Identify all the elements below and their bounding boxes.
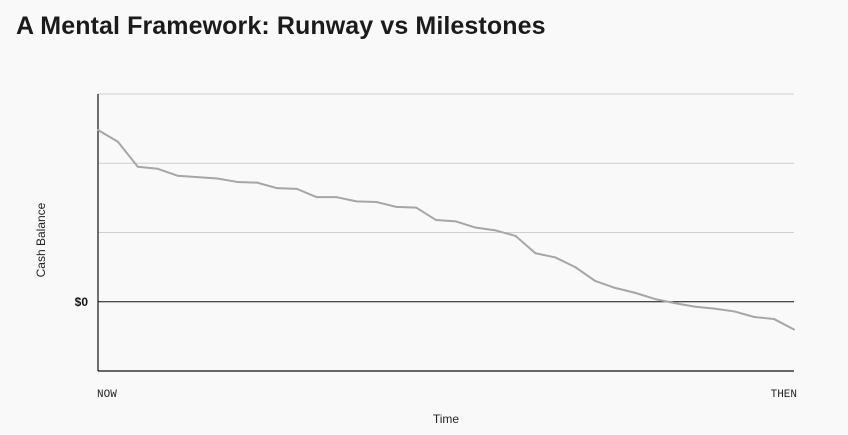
y-tick-label-zero: $0 bbox=[75, 295, 89, 309]
data-point bbox=[97, 129, 99, 132]
data-point bbox=[415, 206, 418, 209]
data-point bbox=[236, 180, 239, 183]
data-point bbox=[614, 286, 617, 289]
data-point bbox=[554, 256, 557, 259]
data-point bbox=[474, 226, 477, 229]
data-point bbox=[653, 297, 656, 300]
data-point bbox=[534, 252, 537, 255]
data-point bbox=[753, 315, 756, 318]
x-tick-label-then: THEN bbox=[771, 389, 797, 401]
data-point bbox=[673, 302, 676, 305]
page-title: A Mental Framework: Runway vs Milestones bbox=[16, 12, 546, 40]
data-point bbox=[395, 205, 398, 208]
data-point bbox=[176, 174, 179, 177]
data-point bbox=[693, 305, 696, 308]
x-axis-label: Time bbox=[433, 412, 460, 426]
data-point bbox=[574, 266, 577, 269]
data-point bbox=[494, 229, 497, 232]
data-point bbox=[295, 187, 298, 190]
data-point bbox=[594, 279, 597, 282]
gridlines bbox=[98, 93, 794, 233]
data-point bbox=[375, 201, 378, 204]
data-point bbox=[275, 187, 278, 190]
series-line bbox=[97, 129, 795, 331]
data-point bbox=[435, 219, 438, 222]
series-layer bbox=[97, 129, 795, 331]
data-point bbox=[335, 196, 338, 199]
data-point bbox=[315, 196, 318, 199]
data-point bbox=[216, 177, 219, 180]
data-point bbox=[136, 165, 139, 168]
data-point bbox=[355, 200, 358, 203]
data-point bbox=[713, 307, 716, 310]
data-point bbox=[196, 176, 199, 179]
data-point bbox=[116, 140, 119, 143]
data-point bbox=[514, 234, 517, 237]
data-point bbox=[793, 328, 795, 331]
data-point bbox=[633, 291, 636, 294]
y-axis-label: Cash Balance bbox=[34, 202, 48, 277]
data-point bbox=[256, 181, 259, 184]
data-point bbox=[773, 318, 776, 321]
data-point bbox=[454, 220, 457, 223]
data-point bbox=[156, 167, 159, 170]
x-tick-label-now: NOW bbox=[97, 389, 117, 401]
data-point bbox=[733, 310, 736, 313]
